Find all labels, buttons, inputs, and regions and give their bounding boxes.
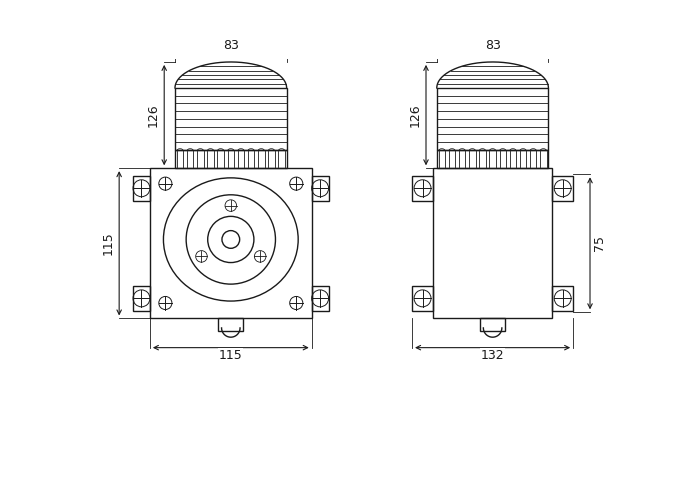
- Bar: [175, 150, 287, 168]
- Bar: [150, 168, 312, 319]
- Bar: [133, 176, 150, 201]
- Text: 126: 126: [409, 103, 422, 127]
- Bar: [433, 168, 552, 319]
- Text: 83: 83: [223, 40, 239, 52]
- Text: 83: 83: [484, 40, 500, 52]
- Bar: [218, 319, 243, 330]
- Text: 115: 115: [219, 349, 243, 362]
- Text: 126: 126: [147, 103, 160, 127]
- Bar: [437, 150, 548, 168]
- Bar: [312, 286, 328, 311]
- Bar: [175, 88, 287, 150]
- Text: 132: 132: [481, 349, 505, 362]
- Bar: [552, 176, 573, 201]
- Bar: [480, 319, 505, 330]
- Bar: [133, 286, 150, 311]
- Bar: [312, 176, 328, 201]
- Bar: [412, 176, 433, 201]
- Text: 75: 75: [593, 235, 606, 251]
- Bar: [552, 286, 573, 311]
- Bar: [412, 286, 433, 311]
- Bar: [437, 88, 548, 150]
- Text: 115: 115: [102, 231, 115, 255]
